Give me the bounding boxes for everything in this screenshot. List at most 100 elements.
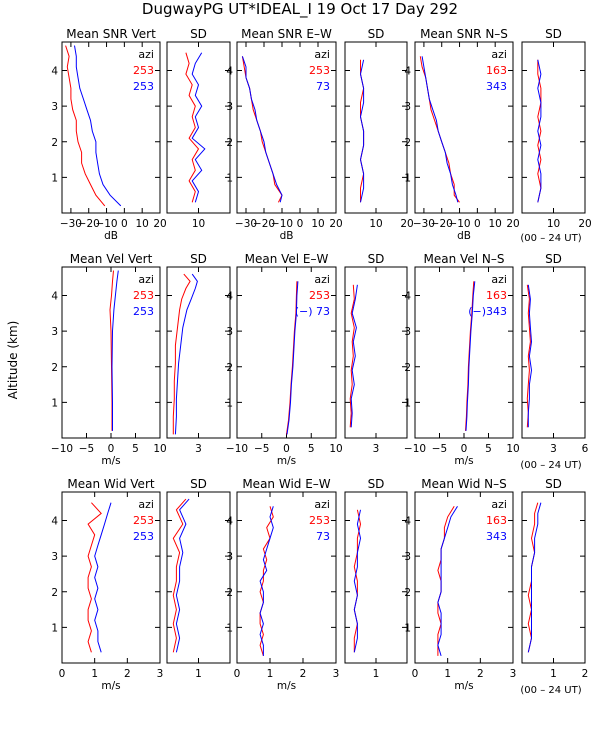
series-line-blue xyxy=(94,502,112,653)
x-tick-label: 10 xyxy=(192,218,205,230)
y-tick-label: 4 xyxy=(404,516,411,528)
x-tick-label: 0 xyxy=(474,218,481,230)
panel-title: Mean SNR N–S xyxy=(420,27,508,41)
panel-title: Mean Vel Vert xyxy=(70,252,153,266)
series-line-red xyxy=(537,59,542,203)
series-line-blue xyxy=(191,52,206,203)
x-axis-label: m/s xyxy=(101,680,120,692)
panel-17: Mean Wid N–S 0 1 2 3 1 2 3 4 m/s azi 163 343 xyxy=(404,477,516,692)
series-line-blue xyxy=(537,59,542,203)
x-axis-label: dB xyxy=(457,230,471,242)
series-line-red xyxy=(172,273,191,435)
x-tick-label: −10 xyxy=(226,443,248,455)
x-tick-label: 2 xyxy=(300,668,307,680)
y-tick-label: 3 xyxy=(404,551,411,563)
x-tick-label: 0 xyxy=(59,668,66,680)
x-tick-label: 3 xyxy=(157,668,164,680)
series-line-red xyxy=(353,509,362,653)
panel-4: SD 10 20 xyxy=(344,27,414,230)
y-tick-label: 1 xyxy=(51,172,58,184)
panel-3: Mean SNR E–W −30−20−10 0 10 20 1 2 3 4 dB azi 253 73 xyxy=(226,27,342,242)
y-tick-label: 3 xyxy=(51,551,58,563)
x-tick-label: −20 xyxy=(253,218,275,230)
x-axis-label: m/s xyxy=(277,455,296,467)
x-tick-label: −10 xyxy=(51,443,73,455)
y-tick-label: 4 xyxy=(51,291,58,303)
x-tick-label: −10 xyxy=(404,443,426,455)
x-tick-label: −10 xyxy=(448,218,470,230)
x-axis-label: m/s xyxy=(101,455,120,467)
legend-header: azi xyxy=(491,498,507,511)
x-tick-label: 1 xyxy=(267,668,274,680)
y-tick-label: 2 xyxy=(226,137,233,149)
series-line-red xyxy=(172,498,187,653)
x-tick-label: 2 xyxy=(477,668,484,680)
series-line-blue xyxy=(527,284,533,428)
x-tick-label: 10 xyxy=(488,218,501,230)
panel-18: SD 1 2 xyxy=(521,477,588,680)
legend-header: azi xyxy=(491,48,507,61)
y-tick-label: 3 xyxy=(226,551,233,563)
legend-blue: (−)343 xyxy=(468,305,507,318)
series-line-blue xyxy=(74,45,122,207)
y-tick-label: 1 xyxy=(404,172,411,184)
series-line-red xyxy=(87,502,102,653)
panel-frame xyxy=(236,491,337,664)
series-line-blue xyxy=(111,270,119,431)
y-tick-label: 4 xyxy=(404,291,411,303)
x-tick-label: 0 xyxy=(234,668,241,680)
panel-title: SD xyxy=(545,477,562,491)
panel-title: Mean Wid Vert xyxy=(67,477,154,491)
x-tick-label: 3 xyxy=(550,443,557,455)
x-tick-label: 1 xyxy=(550,668,557,680)
series-line-blue xyxy=(175,498,190,653)
series-line-blue xyxy=(421,56,459,203)
x-tick-label: 0 xyxy=(121,218,128,230)
panel-title: Mean Vel E–W xyxy=(245,252,329,266)
y-tick-label: 4 xyxy=(51,516,58,528)
legend-header: azi xyxy=(314,48,330,61)
panel-title: SD xyxy=(368,252,385,266)
panel-6: SD 10 20 xyxy=(521,27,592,230)
x-tick-label: 20 xyxy=(506,218,519,230)
series-line-red xyxy=(349,284,355,428)
x-tick-label: −30 xyxy=(235,218,257,230)
x-tick-label: 20 xyxy=(400,218,413,230)
y-tick-label: 1 xyxy=(226,622,233,634)
x-axis-label: dB xyxy=(104,230,118,242)
panel-2: SD 10 xyxy=(166,27,231,230)
x-axis-label: dB xyxy=(280,230,294,242)
x-tick-label: 10 xyxy=(506,443,519,455)
y-tick-label: 1 xyxy=(226,172,233,184)
panel-title: Mean SNR Vert xyxy=(66,27,156,41)
series-line-blue xyxy=(353,509,362,653)
panel-title: SD xyxy=(368,477,385,491)
footnote-row1: (00 – 24 UT) xyxy=(520,233,581,244)
x-tick-label: 10 xyxy=(311,218,324,230)
series-line-blue xyxy=(359,59,365,203)
legend-header: azi xyxy=(314,498,330,511)
y-tick-label: 3 xyxy=(404,326,411,338)
panel-frame xyxy=(236,41,337,214)
y-tick-label: 3 xyxy=(51,101,58,113)
x-tick-label: −20 xyxy=(78,218,100,230)
series-line-blue xyxy=(259,506,274,656)
x-tick-label: 6 xyxy=(582,443,589,455)
series-line-red xyxy=(527,502,539,653)
legend-blue: 253 xyxy=(133,305,154,318)
x-tick-label: −20 xyxy=(431,218,453,230)
series-line-red xyxy=(526,284,531,428)
panel-frame xyxy=(414,41,514,214)
panel-7: Mean Vel Vert −10 −5 0 5 10 1 2 3 4 m/s azi 253 253 xyxy=(51,252,167,467)
x-tick-label: 2 xyxy=(124,668,131,680)
panel-14: SD 1 xyxy=(166,477,231,680)
y-tick-label: 4 xyxy=(226,66,233,78)
legend-header: azi xyxy=(138,48,154,61)
panel-10: SD 3 xyxy=(344,252,408,455)
series-line-red xyxy=(65,45,106,207)
panel-frame xyxy=(61,41,161,214)
y-tick-label: 2 xyxy=(51,587,58,599)
y-tick-label: 2 xyxy=(226,587,233,599)
x-tick-label: 1 xyxy=(373,668,380,680)
